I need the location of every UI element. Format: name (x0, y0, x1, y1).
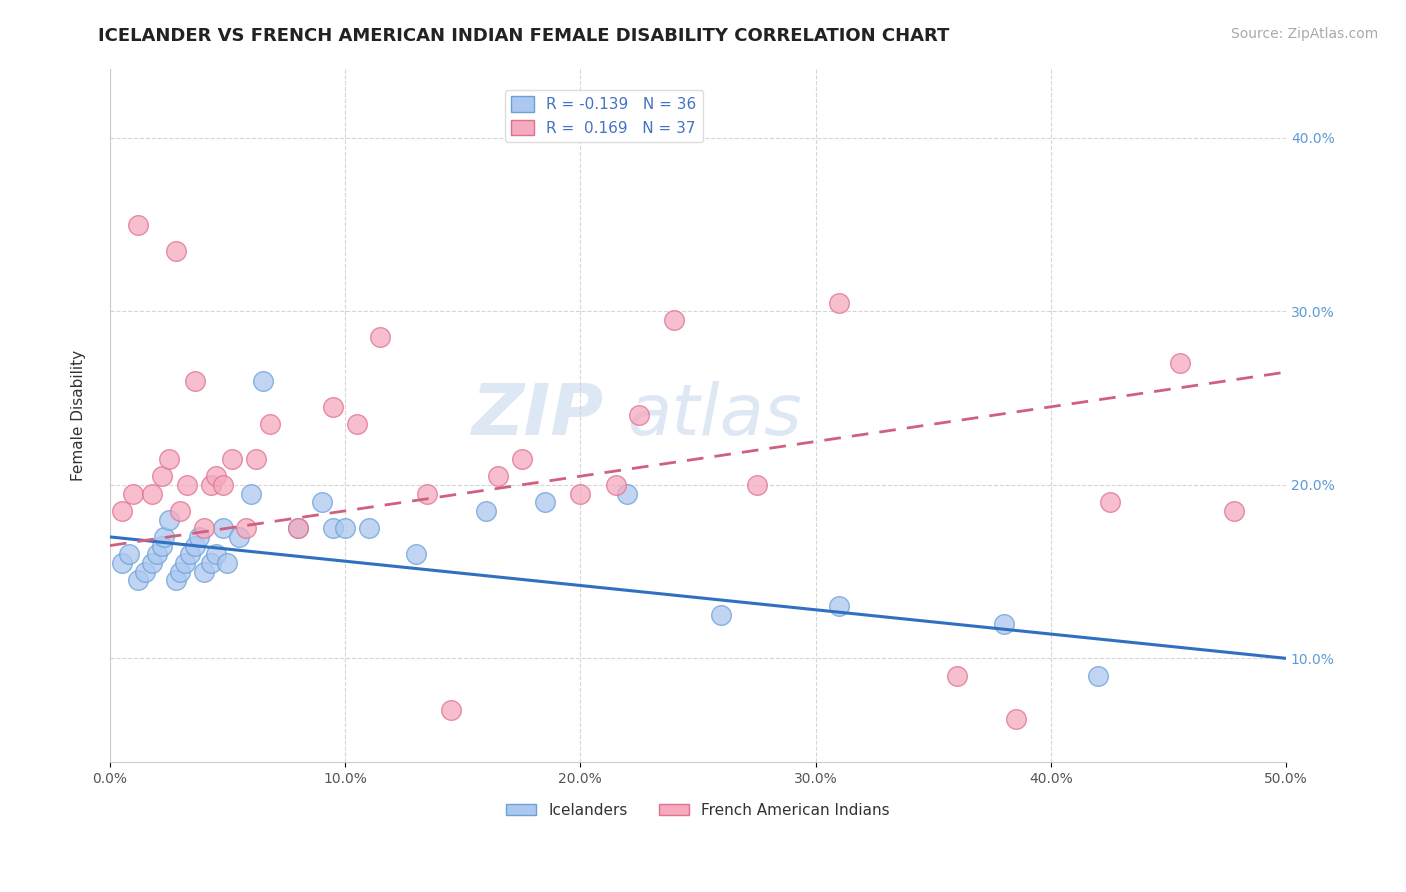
Point (710, 607, 733, 622)
Point (118, 547, 141, 561)
Point (1004, 712, 1026, 726)
Point (204, 547, 226, 561)
Point (628, 409, 651, 423)
Point (287, 521, 309, 535)
Point (534, 495, 557, 509)
Point (211, 478, 233, 492)
Point (486, 469, 509, 483)
Point (259, 417, 281, 432)
Point (287, 521, 309, 535)
Point (1098, 495, 1121, 509)
Point (188, 530, 211, 544)
Point (322, 521, 344, 535)
Point (605, 478, 627, 492)
Point (664, 313, 686, 327)
Point (157, 451, 180, 466)
Point (211, 521, 233, 535)
Point (828, 599, 851, 614)
Point (183, 539, 205, 553)
Point (204, 469, 226, 483)
Point (440, 703, 463, 717)
Point (193, 521, 215, 535)
Point (252, 374, 274, 388)
Point (169, 565, 191, 579)
Point (127, 574, 149, 588)
Point (157, 512, 180, 526)
Point (945, 669, 967, 683)
Point (193, 565, 215, 579)
Point (179, 547, 201, 561)
Point (169, 504, 191, 518)
Legend: Icelanders, French American Indians: Icelanders, French American Indians (499, 797, 896, 824)
Text: ZIP: ZIP (471, 381, 603, 450)
Point (240, 486, 263, 500)
Point (150, 539, 173, 553)
Y-axis label: Female Disability: Female Disability (72, 350, 86, 481)
Point (200, 478, 222, 492)
Point (333, 521, 356, 535)
Point (217, 556, 239, 570)
Point (174, 556, 197, 570)
Point (1168, 356, 1191, 370)
Point (165, 574, 187, 588)
Point (311, 495, 333, 509)
Point (322, 400, 344, 414)
Point (245, 451, 267, 466)
Point (165, 244, 187, 258)
Point (745, 478, 768, 492)
Point (510, 451, 533, 466)
Point (416, 486, 439, 500)
Point (569, 486, 592, 500)
Text: ICELANDER VS FRENCH AMERICAN INDIAN FEMALE DISABILITY CORRELATION CHART: ICELANDER VS FRENCH AMERICAN INDIAN FEMA… (98, 27, 950, 45)
Point (150, 469, 173, 483)
Point (1087, 669, 1109, 683)
Point (357, 521, 380, 535)
Point (183, 374, 205, 388)
Point (228, 530, 250, 544)
Point (134, 565, 156, 579)
Point (153, 530, 176, 544)
Point (141, 486, 163, 500)
Point (828, 295, 851, 310)
Point (1223, 504, 1246, 518)
Point (110, 504, 132, 518)
Point (221, 451, 243, 466)
Point (127, 218, 149, 232)
Point (475, 504, 498, 518)
Point (993, 616, 1015, 631)
Point (176, 478, 198, 492)
Point (616, 486, 638, 500)
Point (110, 556, 132, 570)
Point (146, 547, 169, 561)
Point (200, 556, 222, 570)
Point (405, 547, 427, 561)
Point (346, 417, 368, 432)
Text: Source: ZipAtlas.com: Source: ZipAtlas.com (1230, 27, 1378, 41)
Point (370, 330, 392, 344)
Point (122, 486, 145, 500)
Point (235, 521, 257, 535)
Point (141, 556, 163, 570)
Text: atlas: atlas (627, 381, 801, 450)
